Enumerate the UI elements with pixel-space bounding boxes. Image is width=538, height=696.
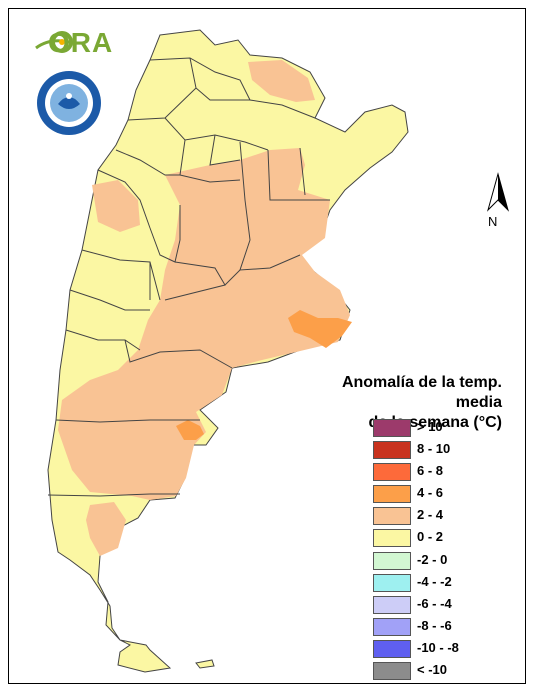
legend-swatch — [373, 573, 411, 592]
legend-label: -8 - -6 — [417, 617, 452, 633]
legend-label: 0 - 2 — [417, 529, 444, 545]
legend-label: 4 - 6 — [417, 485, 444, 501]
legend-swatch — [373, 617, 411, 636]
legend-label: 8 - 10 — [417, 441, 451, 457]
north-arrow-icon — [487, 172, 509, 212]
legend-swatch — [373, 507, 411, 526]
legend-label: 6 - 8 — [417, 463, 444, 479]
map-frame — [8, 8, 526, 684]
legend-label: 2 - 4 — [417, 507, 444, 523]
legend-label: < -10 — [417, 662, 447, 678]
legend-label: -2 - 0 — [417, 551, 448, 567]
legend-swatch — [373, 595, 411, 614]
anomaly-northeast-patch — [248, 60, 315, 102]
legend-label: -6 - -4 — [417, 595, 452, 611]
legend-label: -10 - -8 — [417, 639, 459, 655]
anomaly-south-patch — [86, 502, 126, 556]
legend-swatch — [373, 639, 411, 658]
legend-title-line1: Anomalía de la temp. media — [341, 374, 502, 411]
ora-logo-text: ORA — [48, 27, 114, 58]
anomaly-buenos-aires-patch — [288, 310, 352, 348]
legend-swatch — [373, 529, 411, 548]
southern-island — [195, 659, 215, 669]
legend-label: -4 - -2 — [417, 573, 452, 589]
anomaly-central-region — [58, 148, 350, 500]
ora-logo-icon — [35, 31, 77, 53]
legend-swatch — [373, 662, 411, 681]
north-label: N — [488, 214, 498, 229]
legend-swatch — [373, 419, 411, 437]
legend-swatch — [373, 441, 411, 460]
legend-swatch — [373, 485, 411, 504]
anomaly-coast-patch — [176, 420, 204, 440]
legend-swatch — [373, 551, 411, 570]
province-boundaries — [47, 57, 330, 497]
smn-seal-icon — [37, 71, 101, 135]
legend-label: > 10 — [417, 419, 443, 434]
legend-swatch — [373, 463, 411, 482]
anomaly-west-patch — [92, 180, 140, 232]
